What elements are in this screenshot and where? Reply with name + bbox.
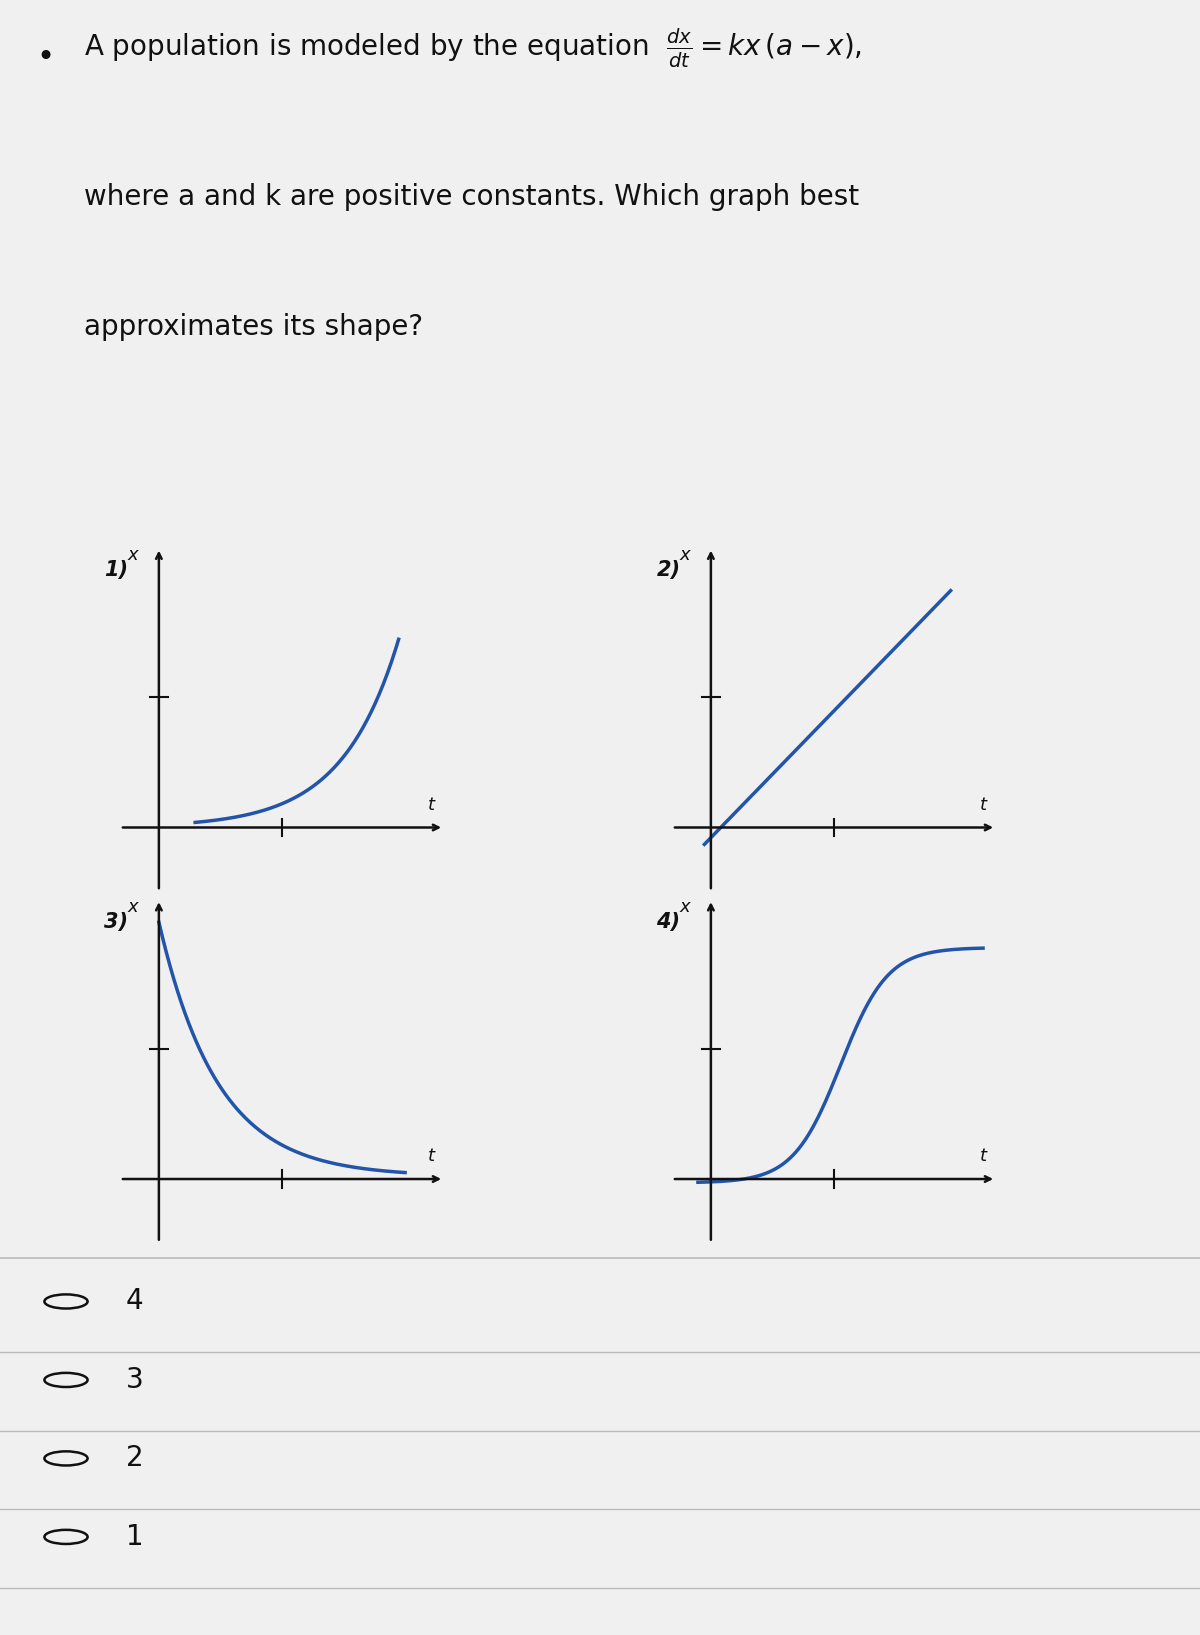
Text: 2): 2) [656, 561, 680, 580]
Text: 2: 2 [126, 1444, 144, 1473]
Text: 3): 3) [104, 912, 128, 932]
Text: t: t [979, 1148, 986, 1166]
Text: 1): 1) [104, 561, 128, 580]
Text: x: x [679, 898, 690, 916]
Text: •: • [36, 43, 54, 72]
Text: where a and k are positive constants. Which graph best: where a and k are positive constants. Wh… [84, 183, 859, 211]
Text: t: t [427, 796, 434, 814]
Text: approximates its shape?: approximates its shape? [84, 312, 424, 342]
Text: x: x [127, 898, 138, 916]
Text: x: x [679, 546, 690, 564]
Text: 1: 1 [126, 1522, 144, 1552]
Text: t: t [979, 796, 986, 814]
Text: 4: 4 [126, 1287, 144, 1316]
Text: x: x [127, 546, 138, 564]
Text: A population is modeled by the equation  $\frac{dx}{dt} = kx\,(a - x)$,: A population is modeled by the equation … [84, 28, 862, 70]
Text: t: t [427, 1148, 434, 1166]
Text: 3: 3 [126, 1365, 144, 1395]
Text: 4): 4) [656, 912, 680, 932]
